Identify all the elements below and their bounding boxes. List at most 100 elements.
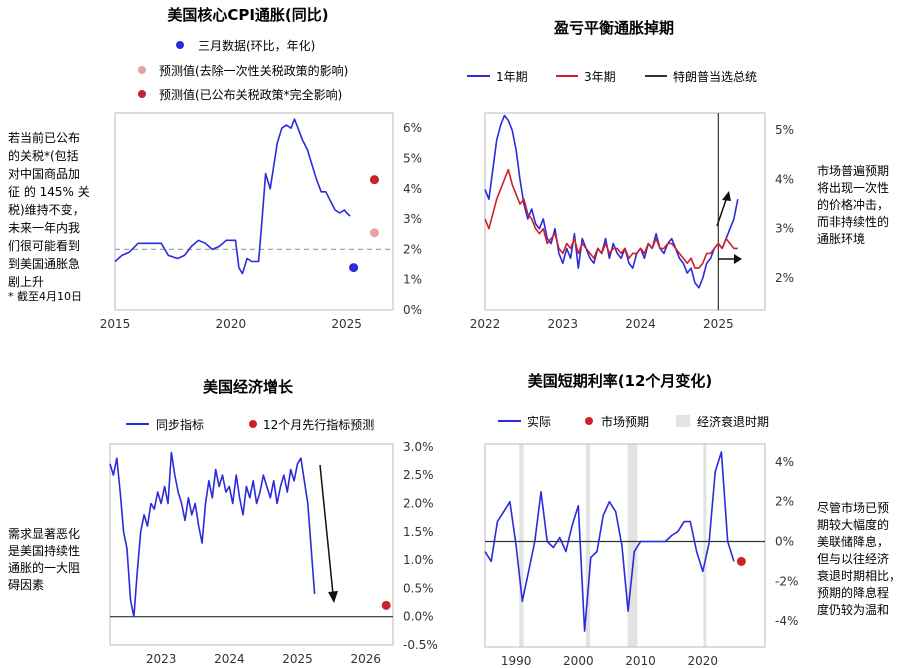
swap-annotation: 市场普遍预期 将出现一次性 的价格冲击， 而非持续性的 通胀环境	[817, 163, 889, 246]
y-tick-label: 3.0%	[403, 440, 434, 454]
y-tick-label: 2%	[775, 271, 794, 285]
cpi-footnote: * 截至4月10日	[8, 289, 82, 303]
plot-frame	[109, 443, 394, 646]
y-tick-label: -2%	[775, 574, 798, 588]
growth-note-line: 需求显著恶化	[8, 527, 80, 541]
y-tick-label: 1.5%	[403, 525, 434, 539]
swap-note-line: 通胀环境	[817, 231, 865, 246]
growth-annotation: 需求显著恶化 是美国持续性 通胀的一大阻 碍因素	[8, 527, 80, 592]
data-point-forecast-full-tariff	[369, 175, 379, 185]
legend-marker-expected	[585, 417, 593, 425]
x-tick-label: 2000	[563, 654, 594, 668]
x-tick-label: 2025	[331, 317, 362, 331]
legend-label-pink: 预测值(去除一次性关税政策的影响)	[159, 63, 348, 78]
data-point-forecast-ex-tariff	[369, 228, 379, 238]
y-tick-label: 0%	[403, 303, 422, 317]
legend-label-election: 特朗普当选总统	[673, 69, 757, 84]
x-tick-label: 2023	[548, 317, 579, 331]
cpi-note-line: 剧上升	[8, 275, 44, 289]
rates-note-line: 预期的降息程	[817, 585, 889, 600]
panel-core-cpi: 美国核心CPI通胀(同比) 三月数据(环比，年化) 预测值(去除一次性关税政策的…	[8, 6, 422, 331]
legend-label-expected: 市场预期	[601, 414, 649, 429]
cpi-note-line: 未来一年内我	[8, 221, 80, 235]
swap-note-line: 而非持续性的	[817, 214, 889, 229]
y-tick-label: 6%	[403, 121, 422, 135]
cpi-note-line: 若当前已公布	[8, 130, 80, 145]
recession-band	[519, 444, 524, 647]
y-tick-label: 0.5%	[403, 581, 434, 595]
legend-label-1y: 1年期	[496, 70, 528, 84]
cpi-note-line: 对中国商品加	[8, 166, 80, 181]
x-tick-label: 2024	[214, 652, 245, 666]
x-tick-label: 2025	[282, 652, 313, 666]
growth-note-line: 通胀的一大阻	[8, 560, 80, 575]
arrow-down	[319, 464, 338, 603]
plot-frame	[114, 112, 394, 311]
cpi-note-line: 征 的 145% 关	[8, 184, 90, 199]
y-tick-label: 3%	[403, 212, 422, 226]
y-tick-label: 2%	[403, 242, 422, 256]
legend-label-coincident: 同步指标	[156, 417, 204, 432]
recession-band	[703, 444, 707, 647]
recession-band	[627, 444, 638, 647]
plot-frame	[484, 443, 766, 648]
rates-note-line: 衰退时期相比，	[817, 568, 899, 583]
y-tick-label: 2.0%	[403, 496, 434, 510]
cpi-note-line: 到美国通胀急	[8, 256, 80, 271]
series-line-actual	[484, 451, 735, 632]
panel-breakeven-swaps: 盈亏平衡通胀掉期 1年期 3年期 特朗普当选总统 5% 4% 3% 2% 2022 20…	[467, 19, 889, 331]
x-tick-label: 2026	[350, 652, 381, 666]
legend-marker-pink	[138, 66, 146, 74]
x-tick-label: 2024	[625, 317, 656, 331]
chart-title: 美国短期利率(12个月变化)	[528, 372, 713, 390]
legend-label-recession: 经济衰退时期	[697, 414, 769, 429]
legend-marker-march	[176, 41, 184, 49]
y-tick-label: 1%	[403, 273, 422, 287]
x-tick-label: 2020	[216, 317, 247, 331]
legend-label-red: 预测值(已公布关税政策*完全影响)	[159, 87, 342, 102]
rates-annotation: 尽管市场已预 期较大幅度的 美联储降息， 但与以往经济 衰退时期相比， 预期的降…	[817, 500, 899, 617]
arrow-up	[716, 191, 731, 227]
legend-label-leading: 12个月先行指标预测	[263, 417, 374, 432]
legend-label-3y: 3年期	[584, 70, 616, 84]
y-tick-label: 5%	[775, 123, 794, 137]
cpi-note-line: 们很可能看到	[8, 238, 80, 253]
y-tick-label: 0%	[775, 535, 794, 549]
y-tick-label: 4%	[775, 455, 794, 469]
x-tick-label: 1990	[501, 654, 532, 668]
plot-frame	[484, 112, 766, 311]
rates-note-line: 度仍较为温和	[817, 602, 889, 617]
y-tick-label: -4%	[775, 614, 798, 628]
cpi-note-line: 税)维持不变，	[8, 202, 85, 217]
cpi-note-line: 的关税*(包括	[8, 148, 79, 163]
series-line-3y	[484, 168, 738, 269]
chart-title: 盈亏平衡通胀掉期	[553, 19, 674, 37]
y-tick-label: 4%	[775, 172, 794, 186]
chart-title: 美国经济增长	[203, 378, 294, 396]
cpi-annotation: 若当前已公布 的关税*(包括 对中国商品加 征 的 145% 关 税)维持不变，…	[8, 130, 90, 303]
data-point-march-annualized	[349, 263, 359, 273]
legend-marker-recession	[676, 415, 690, 427]
legend-label-march: 三月数据(环比，年化)	[198, 38, 315, 53]
series-line-coincident	[109, 451, 316, 618]
y-tick-label: 2.5%	[403, 468, 434, 482]
y-tick-label: -0.5%	[403, 638, 438, 652]
y-tick-label: 1.0%	[403, 553, 434, 567]
x-tick-label: 2025	[703, 317, 734, 331]
data-point-leading-forecast	[381, 600, 391, 610]
y-tick-label: 2%	[775, 495, 794, 509]
chart-title: 美国核心CPI通胀(同比)	[167, 6, 328, 24]
x-tick-label: 2010	[625, 654, 656, 668]
y-tick-label: 3%	[775, 222, 794, 236]
y-tick-label: 5%	[403, 151, 422, 165]
rates-note-line: 美联储降息，	[817, 534, 889, 549]
growth-note-line: 碍因素	[8, 578, 44, 592]
x-tick-label: 2015	[100, 317, 131, 331]
rates-note-line: 期较大幅度的	[817, 517, 889, 532]
swap-note-line: 市场普遍预期	[817, 163, 889, 178]
y-tick-label: 0.0%	[403, 610, 434, 624]
panel-short-rates: 美国短期利率(12个月变化) 实际 市场预期 经济衰退时期 4% 2% 0% -2% -…	[484, 372, 899, 668]
swap-note-line: 将出现一次性	[817, 181, 889, 195]
legend-marker-red	[138, 90, 146, 98]
